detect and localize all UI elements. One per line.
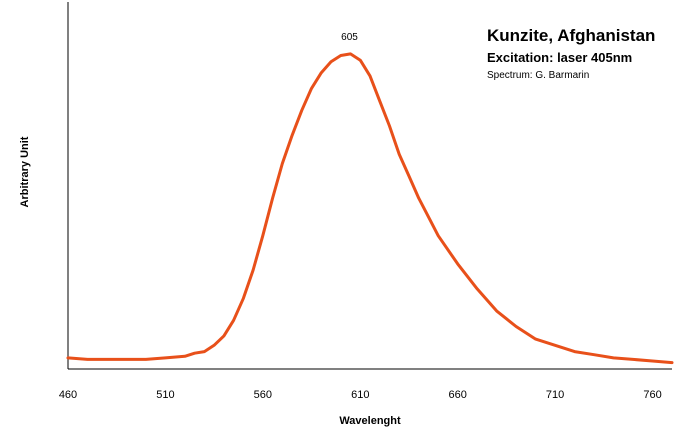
series-line — [66, 52, 674, 365]
x-tick-label: 510 — [156, 389, 174, 401]
x-tick-label: 610 — [351, 389, 369, 401]
chart-annotation-credit: Spectrum: G. Barmarin — [487, 70, 589, 81]
x-tick-label: 710 — [546, 389, 564, 401]
x-tick-label: 560 — [254, 389, 272, 401]
x-axis-title: Wavelenght — [339, 415, 401, 427]
x-tick-labels: 460 510 560 610 660 710 760 — [59, 389, 662, 401]
chart-annotation-title: Kunzite, Afghanistan — [487, 26, 655, 45]
chart-annotation-excitation: Excitation: laser 405nm — [487, 50, 632, 65]
axes — [67, 2, 672, 370]
peak-label: 605 — [341, 32, 358, 43]
x-tick-label: 760 — [643, 389, 661, 401]
x-tick-label: 460 — [59, 389, 77, 401]
y-axis-title: Arbitrary Unit — [19, 136, 31, 207]
x-tick-label: 660 — [448, 389, 466, 401]
series-layer — [66, 52, 674, 365]
